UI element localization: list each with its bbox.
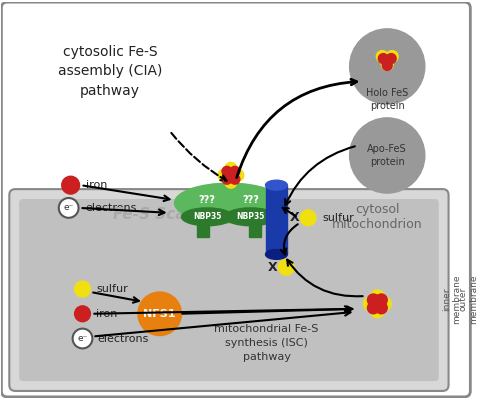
Text: NFS1: NFS1: [144, 309, 176, 319]
Text: outer
membrane: outer membrane: [459, 274, 478, 324]
Circle shape: [349, 118, 425, 193]
Text: mitochondrial Fe-S
synthesis (ISC)
pathway: mitochondrial Fe-S synthesis (ISC) pathw…: [215, 324, 319, 362]
Text: e⁻: e⁻: [63, 204, 74, 212]
Text: sulfur: sulfur: [96, 284, 128, 294]
Ellipse shape: [265, 180, 288, 190]
FancyBboxPatch shape: [9, 189, 449, 391]
Text: iron: iron: [96, 309, 118, 319]
Circle shape: [300, 210, 316, 226]
Text: Apo-FeS
protein: Apo-FeS protein: [367, 144, 407, 167]
Text: ???: ???: [199, 195, 216, 205]
Circle shape: [222, 174, 232, 184]
FancyBboxPatch shape: [19, 199, 439, 381]
Circle shape: [74, 281, 90, 297]
FancyBboxPatch shape: [1, 2, 470, 397]
Text: iron: iron: [86, 180, 108, 190]
Text: cytosol: cytosol: [355, 203, 399, 216]
Bar: [197, 221, 209, 237]
Circle shape: [72, 329, 93, 348]
Circle shape: [386, 51, 398, 62]
Bar: [265, 185, 288, 254]
Text: inner
membrane: inner membrane: [442, 274, 461, 324]
Circle shape: [225, 176, 237, 188]
Circle shape: [368, 302, 379, 314]
Circle shape: [59, 198, 79, 218]
Circle shape: [222, 166, 232, 176]
Circle shape: [278, 259, 294, 275]
Text: electrons: electrons: [85, 203, 137, 213]
Circle shape: [375, 294, 387, 306]
Bar: [249, 221, 261, 237]
Circle shape: [381, 58, 393, 70]
Circle shape: [378, 54, 388, 64]
Circle shape: [375, 302, 387, 314]
Circle shape: [368, 294, 379, 306]
Circle shape: [62, 176, 80, 194]
Text: e⁻: e⁻: [77, 334, 88, 343]
Circle shape: [225, 162, 237, 174]
Circle shape: [218, 169, 230, 181]
Circle shape: [349, 29, 425, 104]
Ellipse shape: [265, 250, 288, 259]
Circle shape: [138, 292, 181, 336]
Ellipse shape: [225, 208, 276, 226]
Text: ???: ???: [242, 195, 259, 205]
Ellipse shape: [180, 186, 234, 220]
Text: NBP35: NBP35: [193, 212, 221, 221]
Circle shape: [382, 60, 392, 70]
Circle shape: [371, 304, 384, 318]
Text: NBP35: NBP35: [237, 212, 265, 221]
Circle shape: [371, 290, 384, 304]
Text: X: X: [289, 211, 299, 224]
Text: X: X: [268, 261, 277, 274]
Circle shape: [230, 174, 240, 184]
Circle shape: [376, 51, 388, 62]
Ellipse shape: [175, 183, 283, 223]
Ellipse shape: [181, 208, 233, 226]
Circle shape: [377, 297, 391, 311]
Circle shape: [363, 297, 377, 311]
Circle shape: [386, 54, 396, 64]
Text: Fe-S Scaffold: Fe-S Scaffold: [113, 207, 226, 222]
Circle shape: [232, 169, 244, 181]
Circle shape: [74, 306, 90, 322]
Text: sulfur: sulfur: [322, 213, 354, 223]
Circle shape: [230, 166, 240, 176]
Ellipse shape: [224, 186, 278, 220]
Text: electrons: electrons: [97, 334, 149, 344]
Text: mitochondrion: mitochondrion: [332, 218, 423, 231]
Text: Holo FeS
protein: Holo FeS protein: [366, 88, 408, 111]
Text: cytosolic Fe-S
assembly (CIA)
pathway: cytosolic Fe-S assembly (CIA) pathway: [58, 45, 162, 98]
